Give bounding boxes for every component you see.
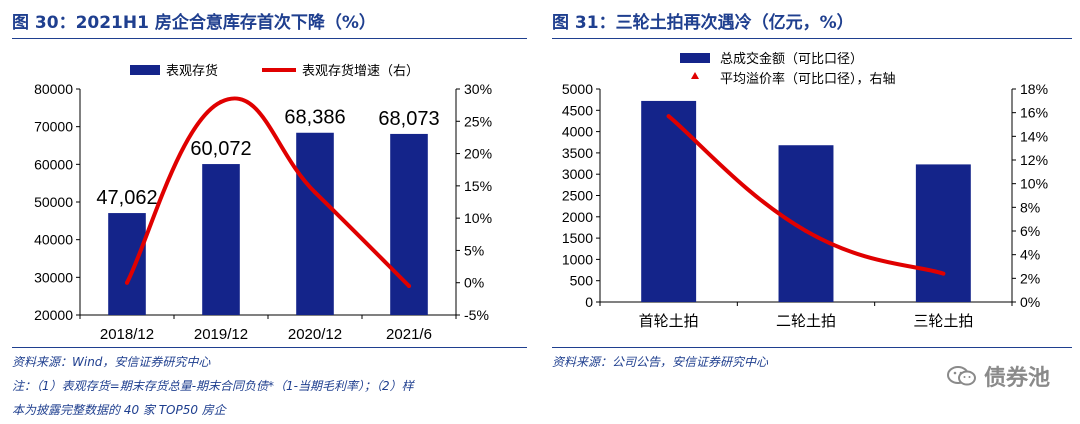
- y-tick-label: 30000: [34, 269, 73, 285]
- y-tick-label: 50000: [34, 194, 73, 210]
- y2-tick-label: 5%: [464, 242, 484, 258]
- line-point: [804, 229, 808, 233]
- y2-tick-label: 10%: [464, 210, 492, 226]
- bar-value-label: 60,072: [190, 138, 251, 160]
- x-tick-label: 2019/12: [194, 326, 248, 343]
- y2-tick-label: 20%: [464, 146, 492, 162]
- y2-tick-label: 4%: [1020, 247, 1040, 263]
- y2-tick-label: 0%: [1020, 294, 1040, 310]
- x-tick-label: 三轮土拍: [913, 313, 973, 330]
- line-point: [125, 280, 129, 285]
- y-tick-label: 2000: [562, 209, 593, 225]
- legend-bar-label: 总成交金额（可比口径）: [720, 51, 863, 66]
- legend-bar-swatch: [130, 65, 160, 75]
- bar-value-label: 47,062: [96, 187, 157, 209]
- y-tick-label: 80000: [34, 81, 73, 97]
- bar: [915, 164, 971, 302]
- line-point: [407, 283, 411, 288]
- y-tick-label: 70000: [34, 119, 73, 135]
- x-tick-label: 2021/6: [386, 326, 432, 343]
- right-figure-panel: 图 31：三轮土拍再次遇冷（亿元，%） 0 500 1000 1500 2000 2500…: [540, 0, 1080, 424]
- legend-bar-swatch: [680, 53, 710, 63]
- right-source: 资料来源：公司公告，安信证券研究中心: [552, 355, 769, 369]
- watermark: 债券池: [946, 360, 1050, 392]
- x-tick-label: 2018/12: [100, 326, 154, 343]
- y-tick-label: 40000: [34, 232, 73, 248]
- y-tick-label: 1500: [562, 230, 593, 246]
- right-title-divider: [552, 38, 1072, 39]
- x-tick-label: 二轮土拍: [776, 313, 836, 330]
- watermark-text: 债券池: [983, 366, 1050, 391]
- y2-tick-label: 18%: [1020, 81, 1048, 97]
- left-source: 资料来源：Wind，安信证券研究中心: [12, 355, 211, 369]
- y2-tick-label: 6%: [1020, 223, 1040, 239]
- line-point: [219, 99, 223, 104]
- left-figure-panel: 图 30：2021H1 房企合意库存首次下降（%） 20000 30000 4000…: [0, 0, 532, 424]
- legend-line-label: 表观存货增速（右）: [302, 63, 419, 78]
- right-chart: 0 500 1000 1500 2000 2500 3000 3500 4000 4500 5000…: [562, 51, 1048, 330]
- y-tick-label: 500: [570, 273, 594, 289]
- bar-value-label: 68,073: [378, 108, 439, 130]
- y2-tick-label: 15%: [464, 178, 492, 194]
- left-note-line1: 注：（1）表观存货=期末存货总量-期末合同负债*（1-当期毛利率）；（2）样: [12, 379, 414, 393]
- left-source-divider: [12, 347, 527, 348]
- y2-tick-label: 25%: [464, 113, 492, 129]
- wechat-icon: [946, 366, 976, 386]
- y2-tick-label: 16%: [1020, 105, 1048, 121]
- x-tick-label: 2020/12: [288, 326, 342, 343]
- bar: [202, 164, 240, 315]
- bar: [778, 145, 834, 302]
- right-figure-title: 图 31：三轮土拍再次遇冷（亿元，%）: [552, 13, 854, 33]
- bar-value-label: 68,386: [284, 107, 345, 129]
- y-tick-label: 4500: [562, 102, 593, 118]
- y2-tick-label: 10%: [1020, 176, 1048, 192]
- bar: [296, 132, 334, 315]
- y-tick-label: 3500: [562, 145, 593, 161]
- left-figure-title: 图 30：2021H1 房企合意库存首次下降（%）: [12, 13, 376, 33]
- y-tick-label: 2500: [562, 188, 593, 204]
- right-source-divider: [552, 347, 1072, 348]
- y-tick-label: 3000: [562, 166, 593, 182]
- bar: [108, 213, 146, 315]
- y-tick-label: 20000: [34, 307, 73, 323]
- legend-marker-swatch: [691, 72, 699, 79]
- legend-line-label: 平均溢价率（可比口径），右轴: [720, 71, 896, 86]
- y2-tick-label: 30%: [464, 81, 492, 97]
- y-tick-label: 60000: [34, 156, 73, 172]
- left-title-divider: [12, 38, 527, 39]
- left-chart: 20000 30000 40000 50000 60000 70000 80000 -5% 0%…: [34, 63, 492, 343]
- y2-tick-label: 12%: [1020, 152, 1048, 168]
- y2-tick-label: 8%: [1020, 199, 1040, 215]
- line-point: [313, 190, 317, 195]
- left-note-line2: 本为披露完整数据的 40 家 TOP50 房企: [12, 403, 226, 417]
- y-tick-label: 4000: [562, 124, 593, 140]
- series-line: [125, 96, 411, 288]
- line-point: [941, 271, 946, 276]
- y2-tick-label: 0%: [464, 275, 484, 291]
- y2-tick-label: 14%: [1020, 128, 1048, 144]
- y-tick-label: 1000: [562, 251, 593, 267]
- y2-tick-label: -5%: [464, 307, 489, 323]
- x-tick-label: 首轮土拍: [639, 313, 699, 330]
- y-tick-label: 5000: [562, 81, 593, 97]
- y-tick-label: 0: [585, 294, 593, 310]
- y2-tick-label: 2%: [1020, 270, 1040, 286]
- legend-bar-label: 表观存货: [166, 63, 218, 78]
- line-point: [666, 114, 671, 119]
